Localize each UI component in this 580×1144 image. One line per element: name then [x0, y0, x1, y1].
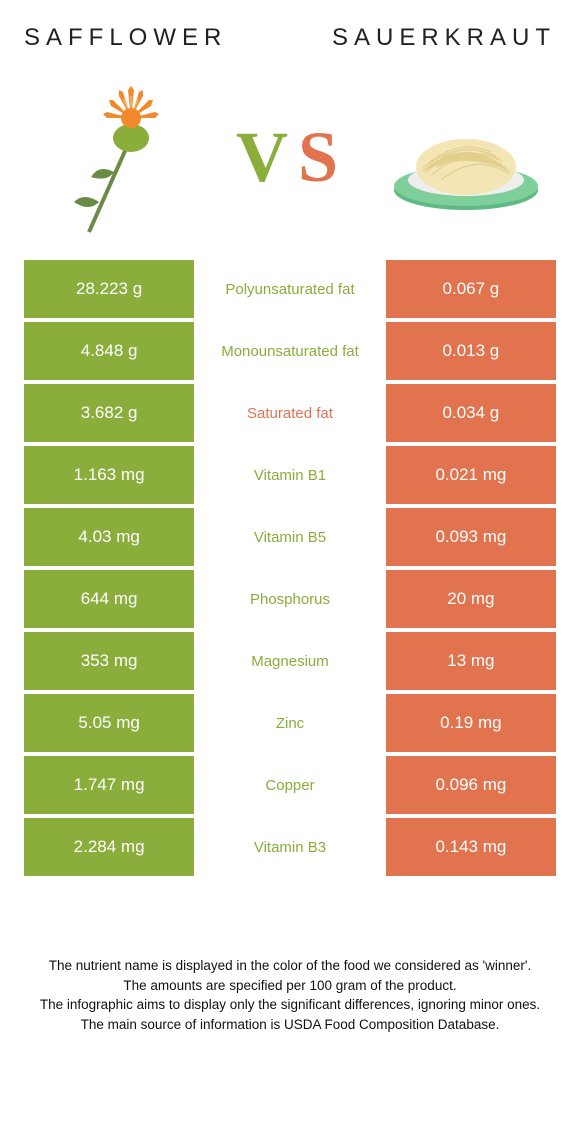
nutrient-name: Polyunsaturated fat	[194, 260, 386, 318]
nutrient-table: 28.223 gPolyunsaturated fat0.067 g4.848 …	[24, 260, 556, 876]
nutrient-name-text: Vitamin B3	[254, 839, 326, 856]
table-row: 1.747 mg Copper 0.096 mg	[24, 756, 556, 814]
title-left: Safflower	[24, 24, 227, 52]
nutrient-name-text: Zinc	[276, 715, 304, 732]
footer-line: The nutrient name is displayed in the co…	[32, 956, 548, 976]
nutrient-name: Vitamin B3	[194, 818, 386, 876]
left-value: 28.223 g	[24, 260, 194, 318]
sauerkraut-illustration	[376, 67, 556, 247]
left-value: 644 mg	[24, 570, 194, 628]
right-value: 0.093 mg	[386, 508, 556, 566]
hero-row: V S	[24, 62, 556, 252]
footer-line: The main source of information is USDA F…	[32, 1015, 548, 1035]
right-value: 0.013 g	[386, 322, 556, 380]
table-row: 28.223 g Polyunsaturated fat 0.067 g	[24, 260, 556, 318]
vs-label: V S	[236, 121, 344, 193]
footer-notes: The nutrient name is displayed in the co…	[24, 956, 556, 1034]
right-value: 0.19 mg	[386, 694, 556, 752]
safflower-icon	[29, 72, 199, 242]
right-value: 0.021 mg	[386, 446, 556, 504]
nutrient-name-text: Monounsaturated fat	[221, 343, 359, 360]
nutrient-name: Magnesium	[194, 632, 386, 690]
nutrient-name: Phosphorus	[194, 570, 386, 628]
nutrient-name-text: Vitamin B5	[254, 529, 326, 546]
table-row: 5.05 mg Zinc 0.19 mg	[24, 694, 556, 752]
nutrient-name: Copper	[194, 756, 386, 814]
right-value: 0.143 mg	[386, 818, 556, 876]
nutrient-name-text: Phosphorus	[250, 591, 330, 608]
nutrient-name-text: Polyunsaturated fat	[225, 281, 354, 298]
table-row: 353 mg Magnesium 13 mg	[24, 632, 556, 690]
safflower-illustration	[24, 67, 204, 247]
nutrient-name: Zinc	[194, 694, 386, 752]
table-row: 3.682 g Saturated fat 0.034 g	[24, 384, 556, 442]
left-value: 353 mg	[24, 632, 194, 690]
nutrient-name-text: Magnesium	[251, 653, 329, 670]
left-value: 1.747 mg	[24, 756, 194, 814]
nutrient-name: Vitamin B1	[194, 446, 386, 504]
table-row: 4.848 g Monounsaturated fat 0.013 g	[24, 322, 556, 380]
right-value: 0.096 mg	[386, 756, 556, 814]
vs-right-letter: S	[298, 121, 344, 193]
left-value: 1.163 mg	[24, 446, 194, 504]
nutrient-name: Monounsaturated fat	[194, 322, 386, 380]
right-value: 0.067 g	[386, 260, 556, 318]
title-right: Sauerkraut	[332, 24, 556, 52]
left-value: 2.284 mg	[24, 818, 194, 876]
right-value: 20 mg	[386, 570, 556, 628]
nutrient-name-text: Saturated fat	[247, 405, 333, 422]
left-value: 4.03 mg	[24, 508, 194, 566]
left-value: 5.05 mg	[24, 694, 194, 752]
table-row: 644 mg Phosphorus 20 mg	[24, 570, 556, 628]
nutrient-name-text: Vitamin B1	[254, 467, 326, 484]
footer-line: The infographic aims to display only the…	[32, 995, 548, 1015]
sauerkraut-icon	[381, 72, 551, 242]
table-row: 1.163 mg Vitamin B1 0.021 mg	[24, 446, 556, 504]
left-value: 4.848 g	[24, 322, 194, 380]
right-value: 0.034 g	[386, 384, 556, 442]
footer-line: The amounts are specified per 100 gram o…	[32, 976, 548, 996]
nutrient-name: Vitamin B5	[194, 508, 386, 566]
nutrient-name-text: Copper	[265, 777, 314, 794]
nutrient-name: Saturated fat	[194, 384, 386, 442]
table-row: 4.03 mg Vitamin B5 0.093 mg	[24, 508, 556, 566]
left-value: 3.682 g	[24, 384, 194, 442]
table-row: 2.284 mg Vitamin B3 0.143 mg	[24, 818, 556, 876]
comparison-titles: Safflower Sauerkraut	[24, 24, 556, 52]
right-value: 13 mg	[386, 632, 556, 690]
vs-left-letter: V	[236, 121, 294, 193]
